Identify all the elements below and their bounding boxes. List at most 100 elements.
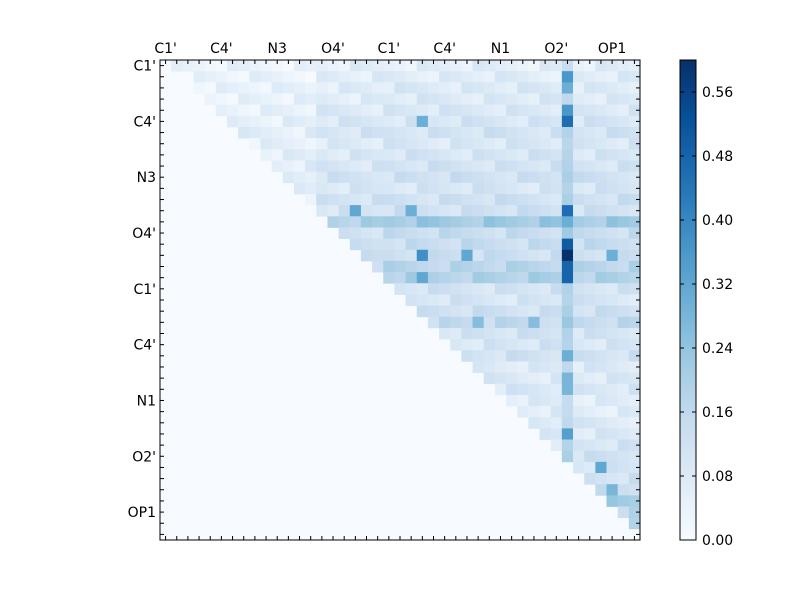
heatmap-cell (595, 484, 607, 496)
heatmap-cell (450, 171, 462, 184)
heatmap-cell (461, 82, 473, 94)
heatmap-cell (617, 495, 630, 507)
x-tick-label: C1' (154, 41, 177, 57)
heatmap-cell (450, 249, 462, 262)
heatmap-cell (271, 138, 284, 150)
heatmap-cell (561, 260, 574, 273)
heatmap-cell (517, 126, 529, 139)
heatmap-cell (439, 93, 451, 106)
heatmap-cell (550, 126, 563, 139)
heatmap-cell (461, 126, 473, 139)
heatmap-cell (405, 227, 418, 239)
heatmap-cell (539, 327, 552, 340)
heatmap-cell (506, 372, 518, 385)
heatmap-cell (506, 171, 518, 184)
heatmap-cell (383, 138, 395, 150)
heatmap-cell (271, 149, 284, 161)
heatmap-cell (305, 60, 317, 72)
heatmap-cell (305, 160, 317, 173)
heatmap-cell (506, 227, 518, 239)
heatmap-cell (461, 149, 473, 161)
heatmap-cell (338, 138, 351, 150)
heatmap-cell (238, 93, 250, 106)
heatmap-cell (550, 104, 563, 117)
heatmap-cell (394, 216, 406, 228)
heatmap-cell (528, 383, 540, 396)
heatmap-cell (249, 104, 261, 117)
heatmap-cell (595, 171, 607, 184)
heatmap-cell (271, 71, 284, 83)
heatmap-cell (383, 238, 395, 251)
heatmap-cell (606, 60, 619, 72)
heatmap-cell (483, 350, 496, 362)
heatmap-cell (606, 272, 619, 284)
heatmap-cell (439, 272, 451, 284)
heatmap-cell (316, 149, 328, 161)
heatmap-cell (483, 71, 496, 83)
heatmap-cell (539, 205, 552, 217)
heatmap-cell (617, 461, 630, 474)
heatmap-cell (249, 126, 261, 139)
heatmap-cell (450, 305, 462, 318)
heatmap-cell (539, 361, 552, 373)
heatmap-cell (573, 272, 585, 284)
heatmap-cell (606, 339, 619, 351)
y-tick-label: N3 (137, 170, 156, 186)
heatmap-cell (360, 115, 373, 128)
x-tick-label: N1 (491, 41, 510, 57)
heatmap-cell (472, 350, 485, 362)
heatmap-cell (349, 149, 362, 161)
heatmap-cell (539, 339, 552, 351)
heatmap-cell (506, 339, 518, 351)
heatmap-cell (606, 473, 619, 485)
heatmap-cell (416, 216, 429, 228)
heatmap-cell (628, 394, 641, 407)
heatmap-cell (628, 517, 641, 530)
heatmap-cell (506, 383, 518, 396)
heatmap-cell (327, 126, 339, 139)
heatmap-cell (561, 82, 574, 94)
heatmap-cell (561, 115, 574, 128)
heatmap-cell (405, 238, 418, 251)
heatmap-cell (561, 428, 574, 440)
heatmap-cell (573, 171, 585, 184)
heatmap-cell (282, 82, 295, 94)
heatmap-cell (528, 283, 540, 295)
heatmap-cell (628, 171, 641, 184)
heatmap-cell (472, 126, 485, 139)
heatmap-cell (517, 93, 529, 106)
heatmap-cell (461, 93, 473, 106)
heatmap-cell (561, 227, 574, 239)
heatmap-cell (472, 283, 485, 295)
heatmap-cell (439, 238, 451, 251)
heatmap-cell (517, 82, 529, 94)
heatmap-cell (550, 249, 563, 262)
heatmap-cell (226, 60, 239, 72)
heatmap-cell (617, 473, 630, 485)
heatmap-cell (617, 383, 630, 396)
heatmap-cell (550, 260, 563, 273)
heatmap-cell (249, 82, 261, 94)
heatmap-cell (506, 305, 518, 318)
heatmap-cell (517, 260, 529, 273)
heatmap-cell (561, 439, 574, 452)
heatmap-cell (595, 428, 607, 440)
heatmap-cell (383, 93, 395, 106)
heatmap-cell (550, 283, 563, 295)
heatmap-cell (595, 283, 607, 295)
heatmap-cell (360, 205, 373, 217)
heatmap-cell (316, 60, 328, 72)
heatmap-cell (394, 71, 406, 83)
heatmap-cell (584, 316, 596, 329)
heatmap-cell (483, 115, 496, 128)
heatmap-cell (461, 272, 473, 284)
heatmap-cell (483, 138, 496, 150)
heatmap-cell (573, 93, 585, 106)
heatmap-cell (349, 71, 362, 83)
heatmap-cell (383, 205, 395, 217)
heatmap-cell (472, 182, 485, 195)
heatmap-cell (450, 260, 462, 273)
heatmap-cell (372, 149, 384, 161)
heatmap-cell (439, 193, 451, 206)
heatmap-cell (584, 238, 596, 251)
